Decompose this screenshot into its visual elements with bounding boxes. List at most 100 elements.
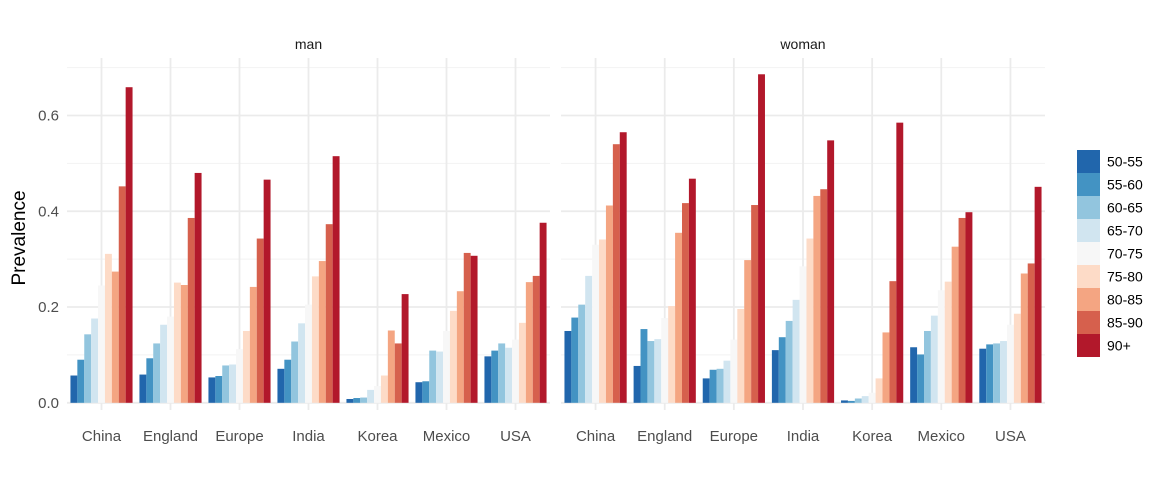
bar-woman-china-80-85 [605,205,613,403]
bar-man-korea-55-60 [353,398,361,403]
x-tick-label: Europe [215,428,263,445]
bar-man-mexico-55-60 [422,381,430,403]
x-tick-label: USA [500,428,531,445]
legend-item-50-55: 50-55 [1077,150,1143,173]
legend-swatch [1077,311,1100,334]
bar-man-usa-55-60 [491,350,499,403]
legend: 50-55 55-60 60-65 65-70 70-75 75-80 80-85 85-90… [1077,150,1143,357]
bar-man-england-75-80 [173,282,181,403]
legend-item-60-65: 60-65 [1077,196,1143,219]
bar-man-mexico-80-85 [456,291,464,403]
legend-swatch [1077,173,1100,196]
bar-man-usa-75-80 [518,322,526,403]
x-tick-label: England [143,428,198,445]
legend-item-75-80: 75-80 [1077,265,1143,288]
bar-man-china-90+ [125,87,133,403]
x-tick-label: India [787,428,820,445]
bar-woman-usa-75-80 [1013,313,1021,403]
bar-woman-india-50-55 [771,350,779,403]
bar-woman-usa-90+ [1034,186,1042,403]
bar-woman-usa-85-90 [1027,263,1035,403]
legend-label: 85-90 [1107,315,1143,331]
bar-man-mexico-90+ [470,255,478,403]
legend-item-80-85: 80-85 [1077,288,1143,311]
bar-man-india-75-80 [311,276,319,403]
bar-man-china-60-65 [84,334,92,403]
bar-man-england-65-70 [160,324,168,403]
bar-woman-korea-50-55 [841,400,848,403]
bar-man-korea-80-85 [387,330,395,403]
y-tick-label: 0.4 [38,203,59,220]
bar-woman-india-75-80 [806,238,814,403]
x-tick-label: China [576,428,616,445]
bar-woman-china-85-90 [612,144,620,403]
legend-swatch [1077,196,1100,219]
bar-man-usa-80-85 [525,282,533,403]
bar-woman-europe-90+ [758,74,765,403]
bar-woman-korea-65-70 [861,396,869,403]
bar-woman-china-70-75 [592,244,600,403]
bar-woman-europe-85-90 [751,205,759,403]
legend-label: 65-70 [1107,223,1143,239]
x-tick-label: England [637,428,692,445]
x-tick-label: Mexico [918,428,966,445]
bar-woman-usa-80-85 [1020,273,1028,403]
bar-man-usa-60-65 [498,343,506,403]
bar-man-india-50-55 [277,368,285,403]
bar-man-korea-60-65 [360,397,368,403]
bar-man-usa-65-70 [505,347,513,403]
bar-woman-mexico-75-80 [944,281,952,403]
bar-woman-india-85-90 [820,189,828,403]
bar-man-england-60-65 [153,343,161,403]
legend-swatch [1077,242,1100,265]
y-tick-label: 0.2 [38,299,59,316]
x-tick-label: Korea [852,428,893,445]
bar-man-usa-50-55 [484,356,492,403]
x-tick-label: Mexico [423,428,471,445]
bar-man-korea-75-80 [380,375,388,403]
bar-woman-england-85-90 [682,203,689,403]
bar-man-china-50-55 [70,375,78,403]
bar-woman-europe-80-85 [744,260,752,403]
bar-man-mexico-75-80 [449,310,457,403]
legend-swatch [1077,265,1100,288]
bar-man-india-70-75 [305,304,312,403]
bar-man-mexico-85-90 [463,252,471,403]
facet-title-man: man [295,36,322,52]
bar-woman-korea-85-90 [889,281,897,403]
legend-label: 60-65 [1107,200,1143,216]
y-axis-title: Prevalence [9,190,30,285]
bar-man-europe-70-75 [236,349,243,403]
legend-label: 75-80 [1107,269,1143,285]
bar-woman-korea-80-85 [882,332,890,403]
bar-man-korea-70-75 [374,386,381,403]
legend-label: 70-75 [1107,246,1143,262]
legend-item-65-70: 65-70 [1077,219,1143,242]
bar-woman-europe-55-60 [709,369,717,403]
bar-man-china-70-75 [98,285,105,403]
legend-item-85-90: 85-90 [1077,311,1143,334]
legend-swatch [1077,150,1100,173]
bar-woman-europe-70-75 [730,339,738,403]
bar-woman-usa-55-60 [986,344,994,403]
bar-man-england-80-85 [180,285,188,403]
bar-woman-korea-60-65 [854,398,862,403]
bar-woman-usa-50-55 [979,348,987,403]
bar-man-china-75-80 [104,253,112,403]
bar-man-korea-90+ [401,294,409,403]
bar-woman-mexico-85-90 [958,217,966,403]
legend-label: 90+ [1107,338,1131,354]
bar-woman-china-50-55 [564,330,572,403]
bar-woman-england-70-75 [661,318,669,403]
bar-woman-korea-90+ [896,122,904,403]
bar-man-india-55-60 [284,359,292,403]
bar-man-england-90+ [194,172,202,403]
bar-man-mexico-50-55 [415,382,423,403]
bar-woman-england-60-65 [647,341,655,403]
legend-label: 50-55 [1107,154,1143,170]
bar-woman-china-75-80 [599,239,606,403]
bar-man-europe-90+ [263,179,271,403]
bar-woman-india-65-70 [792,299,800,403]
legend-swatch [1077,334,1100,357]
facet-panel-woman: China England Europe India Korea Mexico USA wom… [561,36,1045,445]
